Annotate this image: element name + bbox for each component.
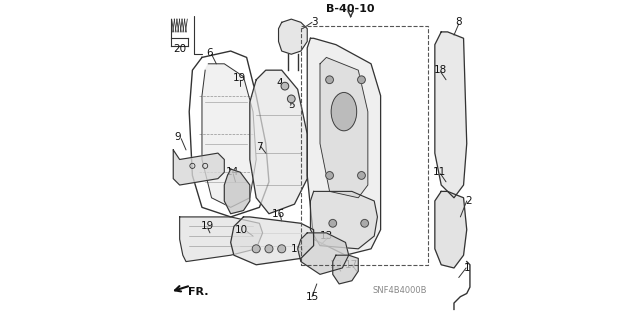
- Polygon shape: [224, 169, 250, 214]
- Text: 1: 1: [464, 263, 470, 273]
- Ellipse shape: [252, 245, 260, 253]
- Polygon shape: [298, 233, 349, 274]
- Text: 15: 15: [305, 292, 319, 302]
- Text: 4: 4: [277, 78, 284, 88]
- Polygon shape: [180, 217, 262, 262]
- Circle shape: [329, 219, 337, 227]
- Polygon shape: [307, 38, 381, 255]
- Circle shape: [326, 76, 333, 84]
- Polygon shape: [320, 57, 368, 198]
- Circle shape: [287, 95, 295, 103]
- Text: SNF4B4000B: SNF4B4000B: [372, 286, 427, 295]
- Text: 10: 10: [236, 225, 248, 235]
- Text: 11: 11: [433, 167, 446, 177]
- Text: 18: 18: [434, 65, 447, 75]
- Polygon shape: [310, 191, 378, 249]
- Circle shape: [358, 172, 365, 179]
- Polygon shape: [250, 70, 307, 214]
- Polygon shape: [173, 150, 224, 185]
- Text: 20: 20: [173, 44, 186, 55]
- Polygon shape: [333, 255, 358, 284]
- Polygon shape: [435, 32, 467, 198]
- Circle shape: [326, 172, 333, 179]
- Polygon shape: [202, 64, 256, 207]
- Text: 12: 12: [330, 260, 343, 270]
- Ellipse shape: [331, 93, 356, 131]
- Text: 9: 9: [175, 132, 181, 142]
- Text: 16: 16: [291, 244, 303, 254]
- Text: 13: 13: [319, 231, 333, 241]
- Ellipse shape: [278, 245, 285, 253]
- Text: 19: 19: [201, 221, 214, 232]
- Polygon shape: [435, 191, 467, 268]
- Text: 19: 19: [233, 73, 246, 83]
- Text: 17: 17: [344, 260, 358, 270]
- Circle shape: [361, 219, 369, 227]
- Polygon shape: [278, 19, 307, 54]
- Text: 2: 2: [465, 196, 472, 206]
- Text: 5: 5: [289, 100, 295, 110]
- Text: 14: 14: [226, 167, 239, 177]
- Text: 6: 6: [207, 48, 213, 58]
- Text: 7: 7: [256, 142, 262, 152]
- Circle shape: [358, 76, 365, 84]
- Text: 16: 16: [272, 209, 285, 219]
- Text: FR.: FR.: [188, 287, 208, 297]
- Text: 3: 3: [311, 17, 317, 27]
- Bar: [301, 26, 428, 265]
- Polygon shape: [230, 217, 314, 265]
- Ellipse shape: [265, 245, 273, 253]
- Text: B-40-10: B-40-10: [326, 4, 375, 14]
- Text: 8: 8: [456, 17, 462, 27]
- Circle shape: [281, 82, 289, 90]
